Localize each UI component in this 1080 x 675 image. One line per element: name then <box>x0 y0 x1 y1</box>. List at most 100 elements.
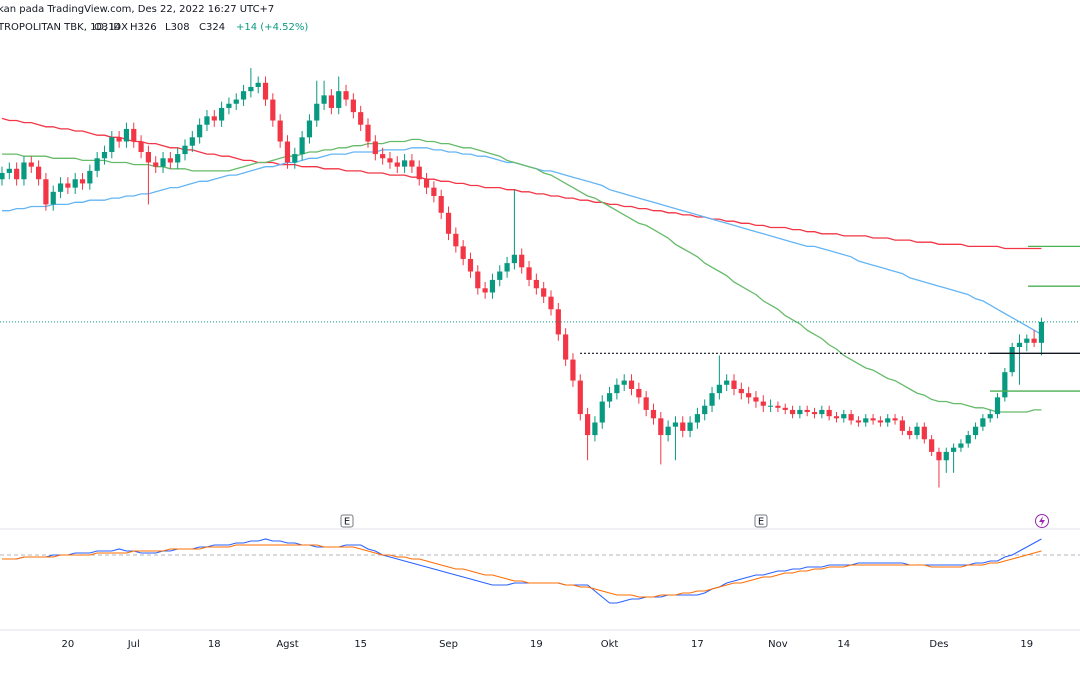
candle-body <box>958 443 964 448</box>
candle-body <box>914 426 920 436</box>
candle-body <box>665 426 671 436</box>
candle-body <box>72 179 78 188</box>
moving-average <box>2 138 1042 413</box>
candle-body <box>577 380 583 415</box>
candle-body <box>628 380 635 389</box>
candle-body <box>570 359 576 381</box>
candle-body <box>292 154 298 163</box>
candle-body <box>175 154 181 163</box>
moving-average <box>1 117 1042 250</box>
candle-body <box>724 380 730 385</box>
candle-body <box>533 279 539 289</box>
candle-body <box>987 414 993 419</box>
dividend-marker[interactable] <box>1035 514 1049 528</box>
candle-body <box>204 116 210 125</box>
candle-body <box>1024 338 1030 343</box>
candle-body <box>475 271 481 289</box>
candle-body <box>833 416 840 419</box>
svg-text:E: E <box>758 517 764 528</box>
x-tick-label: Sep <box>439 639 458 650</box>
candle-body <box>65 183 71 188</box>
candle-body <box>819 409 825 415</box>
candle-body <box>504 263 510 272</box>
candle-body <box>804 409 810 413</box>
high-text: H326 <box>130 22 157 33</box>
candle-body <box>870 418 876 421</box>
candle-body <box>511 254 517 264</box>
candle-body <box>109 137 115 152</box>
candle-body <box>28 162 34 167</box>
candle-body <box>197 124 203 138</box>
candle-body <box>50 191 56 205</box>
candle-body <box>811 412 818 415</box>
candle-body <box>592 422 598 436</box>
candle-body <box>965 435 971 444</box>
candle-body <box>980 418 986 427</box>
candle-body <box>394 162 400 167</box>
candle-body <box>877 420 883 423</box>
candle-body <box>489 279 496 293</box>
candle-body <box>621 380 627 385</box>
earnings-marker[interactable]: E <box>340 514 354 528</box>
low-text: L308 <box>165 22 190 33</box>
candle-body <box>892 418 898 421</box>
candle-body <box>789 409 796 415</box>
candle-body <box>94 158 100 171</box>
candle-body <box>248 86 254 92</box>
candle-body <box>541 288 547 297</box>
candle-body <box>972 426 979 436</box>
candle-body <box>79 179 86 184</box>
candle-body <box>270 99 276 121</box>
candle-body <box>21 162 27 180</box>
candle-body <box>336 91 342 108</box>
candle-body <box>782 407 788 410</box>
candle-body <box>936 451 942 461</box>
candle-body <box>614 384 620 394</box>
candle-body <box>885 418 891 423</box>
macd-line <box>2 544 1042 598</box>
candle-body <box>563 334 569 360</box>
candle-body <box>643 397 649 410</box>
candle-body <box>182 145 188 155</box>
candle-body <box>138 141 144 152</box>
candle-body <box>445 212 452 234</box>
source-text: kan pada TradingView.com, Des 22, 2022 1… <box>0 4 274 15</box>
candle-body <box>855 420 862 423</box>
candle-body <box>687 422 693 431</box>
x-tick-label: 14 <box>837 639 850 650</box>
candle-body <box>694 414 700 423</box>
candle-body <box>716 384 722 394</box>
candle-body <box>416 166 422 180</box>
candle-body <box>797 409 803 415</box>
x-tick-label: 17 <box>691 639 704 650</box>
candle-body <box>409 160 415 167</box>
candle-body <box>358 112 364 125</box>
candle-body <box>1016 342 1023 348</box>
candle-body <box>599 401 605 423</box>
candle-body <box>306 120 313 138</box>
x-tick-label: Des <box>929 639 948 650</box>
candle-body <box>438 196 444 213</box>
candle-body <box>14 168 20 180</box>
candle-body <box>636 388 642 398</box>
x-tick-label: Jul <box>127 639 140 650</box>
x-tick-label: Agst <box>276 639 298 650</box>
candle-body <box>951 447 957 452</box>
candle-body <box>453 233 459 247</box>
candle-body <box>702 405 708 415</box>
macd-line <box>2 538 1042 604</box>
candle-body <box>423 179 430 188</box>
x-tick-label: 20 <box>62 639 75 650</box>
earnings-marker[interactable]: E <box>754 514 768 528</box>
candle-body <box>321 95 327 104</box>
candle-body <box>848 414 854 421</box>
candle-body <box>768 405 774 407</box>
candle-body <box>994 397 1001 415</box>
change-text: +14 (+4.52%) <box>236 22 308 33</box>
candle-body <box>314 103 320 121</box>
candle-body <box>365 124 371 142</box>
candle-body <box>211 116 217 121</box>
candle-body <box>899 420 905 431</box>
candle-body <box>219 107 225 121</box>
